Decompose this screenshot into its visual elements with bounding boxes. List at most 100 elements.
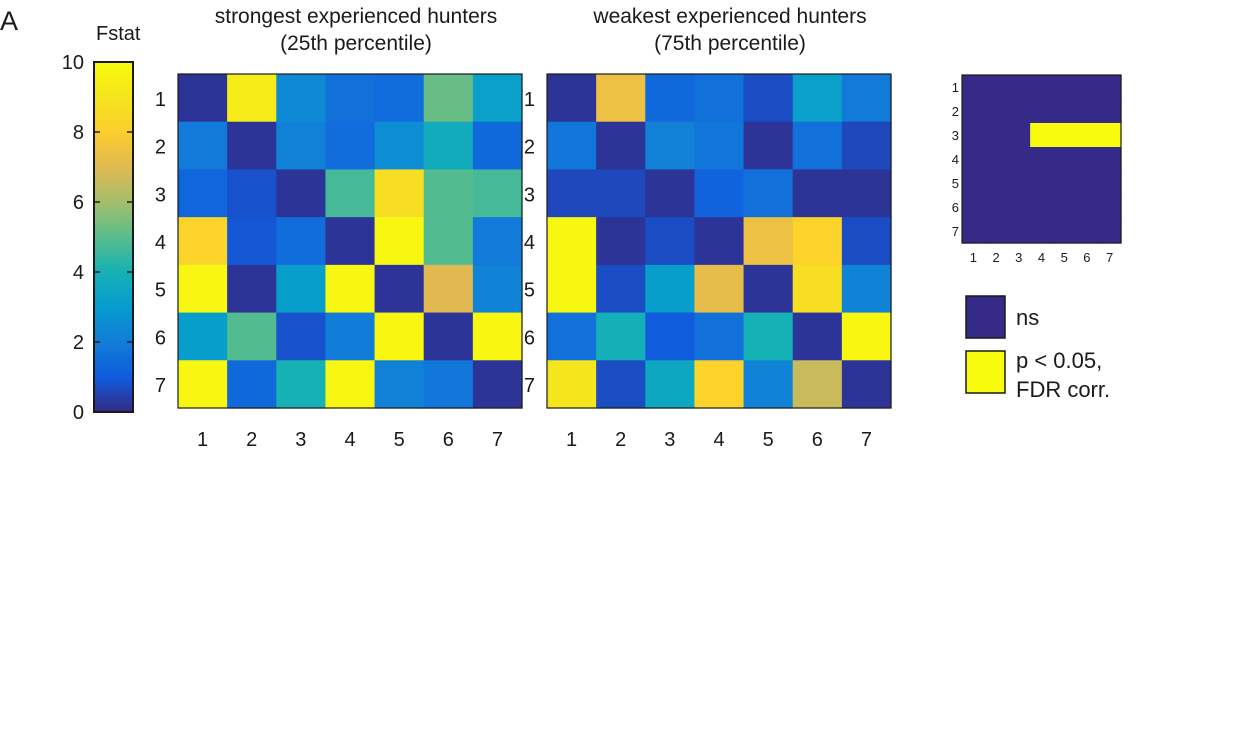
- heatmap-cell: [472, 217, 523, 266]
- colorbar-frame: [93, 61, 134, 413]
- heatmap-x-tick-label: 1: [566, 429, 577, 451]
- colorbar-ticks: 0 2 4 6 8 10: [62, 52, 133, 424]
- heatmap-y-tick-label: 4: [155, 232, 166, 254]
- heatmap-cell: [1098, 171, 1122, 196]
- heatmap-cell: [694, 264, 745, 314]
- heatmap-cell: [423, 74, 474, 123]
- heatmap-cell: [423, 264, 474, 314]
- heatmap-y-tick-label: 6: [524, 327, 535, 349]
- heatmap-cell: [178, 74, 228, 123]
- heatmap-cell: [694, 217, 745, 266]
- heatmap-cell: [423, 312, 474, 361]
- heatmap-cell: [1098, 147, 1122, 172]
- heatmap-cell: [1075, 99, 1099, 124]
- heatmap-cell: [1007, 75, 1031, 100]
- heatmap-cell: [374, 74, 425, 123]
- heatmap-cell: [1007, 147, 1031, 172]
- legend: ns p < 0.05, FDR corr.: [965, 295, 1110, 402]
- heatmap-x-tick-label: 4: [713, 429, 724, 451]
- heatmap-cell: [1075, 195, 1099, 220]
- heatmap-cell: [1030, 195, 1054, 220]
- heatmap-cell: [694, 312, 745, 361]
- heatmap-cell: [374, 121, 425, 171]
- heatmap-cell: [962, 147, 986, 172]
- heatmap-cell: [227, 169, 277, 218]
- heatmap-cell: [472, 264, 523, 314]
- heatmap-cell: [1007, 99, 1031, 124]
- heatmap-strongest: strongest experienced hunters (25th perc…: [155, 5, 523, 451]
- heatmap-cell: [472, 312, 523, 361]
- significance-map-cells: [961, 74, 1122, 244]
- heatmap-cell: [962, 75, 986, 100]
- colorbar-tick-label: 6: [73, 192, 84, 214]
- heatmap-x-tick-label: 6: [1083, 250, 1090, 265]
- heatmap-cell: [984, 123, 1009, 148]
- heatmap-cell: [325, 312, 376, 361]
- heatmap-cell: [1030, 147, 1054, 172]
- heatmap-x-tick-label: 3: [664, 429, 675, 451]
- heatmap-cell: [472, 169, 523, 218]
- heatmap-cell: [596, 312, 646, 361]
- heatmap-cell: [841, 74, 892, 123]
- heatmap-weakest-cells: [546, 73, 892, 409]
- heatmap-cell: [423, 217, 474, 266]
- heatmap-cell: [841, 121, 892, 171]
- heatmap-y-tick-label: 4: [524, 232, 535, 254]
- heatmap-cell: [423, 360, 474, 409]
- heatmap-x-tick-label: 7: [492, 429, 503, 451]
- heatmap-cell: [276, 169, 327, 218]
- heatmap-cell: [325, 264, 376, 314]
- heatmap-cell: [276, 312, 327, 361]
- heatmap-cell: [645, 360, 696, 409]
- heatmap-x-tick-label: 5: [763, 429, 774, 451]
- heatmap-y-tick-label: 3: [155, 184, 166, 206]
- heatmap-cell: [596, 169, 646, 218]
- heatmap-cell: [1098, 219, 1122, 244]
- heatmap-cell: [792, 312, 843, 361]
- heatmap-cell: [596, 264, 646, 314]
- heatmap-cell: [841, 264, 892, 314]
- heatmap-y-tick-label: 5: [155, 280, 166, 302]
- colorbar-label: Fstat: [96, 23, 141, 45]
- heatmap-x-tick-label: 4: [344, 429, 355, 451]
- heatmap-cell: [984, 99, 1009, 124]
- heatmap-y-tick-label: 7: [155, 375, 166, 397]
- colorbar-tick-label: 0: [73, 402, 84, 424]
- heatmap-cell: [325, 217, 376, 266]
- heatmap-cell: [1030, 75, 1054, 100]
- heatmap-cell: [227, 312, 277, 361]
- heatmap-cell: [276, 121, 327, 171]
- heatmap-y-tick-label: 2: [524, 137, 535, 159]
- heatmap-strongest-cells: [177, 73, 523, 409]
- heatmap-x-tick-label: 5: [394, 429, 405, 451]
- heatmap-cell: [694, 169, 745, 218]
- heatmap-cell: [325, 169, 376, 218]
- heatmap-cell: [374, 217, 425, 266]
- heatmap-cell: [645, 264, 696, 314]
- heatmap-cell: [547, 312, 597, 361]
- heatmap-cell: [547, 264, 597, 314]
- heatmap-frame: [177, 73, 523, 409]
- colorbar: Fstat 0 2 4 6 8 10: [62, 23, 141, 424]
- legend-sig-swatch: [965, 350, 1006, 394]
- heatmap-cell: [1075, 171, 1099, 196]
- heatmap-cell: [276, 74, 327, 123]
- heatmap-frame: [961, 74, 1122, 244]
- heatmap-cell: [743, 312, 794, 361]
- heatmap-y-tick-label: 5: [952, 176, 959, 191]
- heatmap-y-tick-label: 3: [952, 128, 959, 143]
- heatmap-cell: [645, 74, 696, 123]
- heatmap-cell: [1052, 75, 1077, 100]
- heatmap-cell: [743, 264, 794, 314]
- heatmap-x-tick-label: 4: [1038, 250, 1045, 265]
- heatmap-cell: [1098, 75, 1122, 100]
- heatmap-cell: [1052, 123, 1077, 148]
- heatmap-x-tick-label: 3: [1015, 250, 1022, 265]
- heatmap-cell: [1098, 123, 1122, 148]
- heatmap-cell: [1075, 219, 1099, 244]
- heatmap-cell: [1052, 99, 1077, 124]
- heatmap-cell: [962, 219, 986, 244]
- heatmap-x-tick-label: 7: [1106, 250, 1113, 265]
